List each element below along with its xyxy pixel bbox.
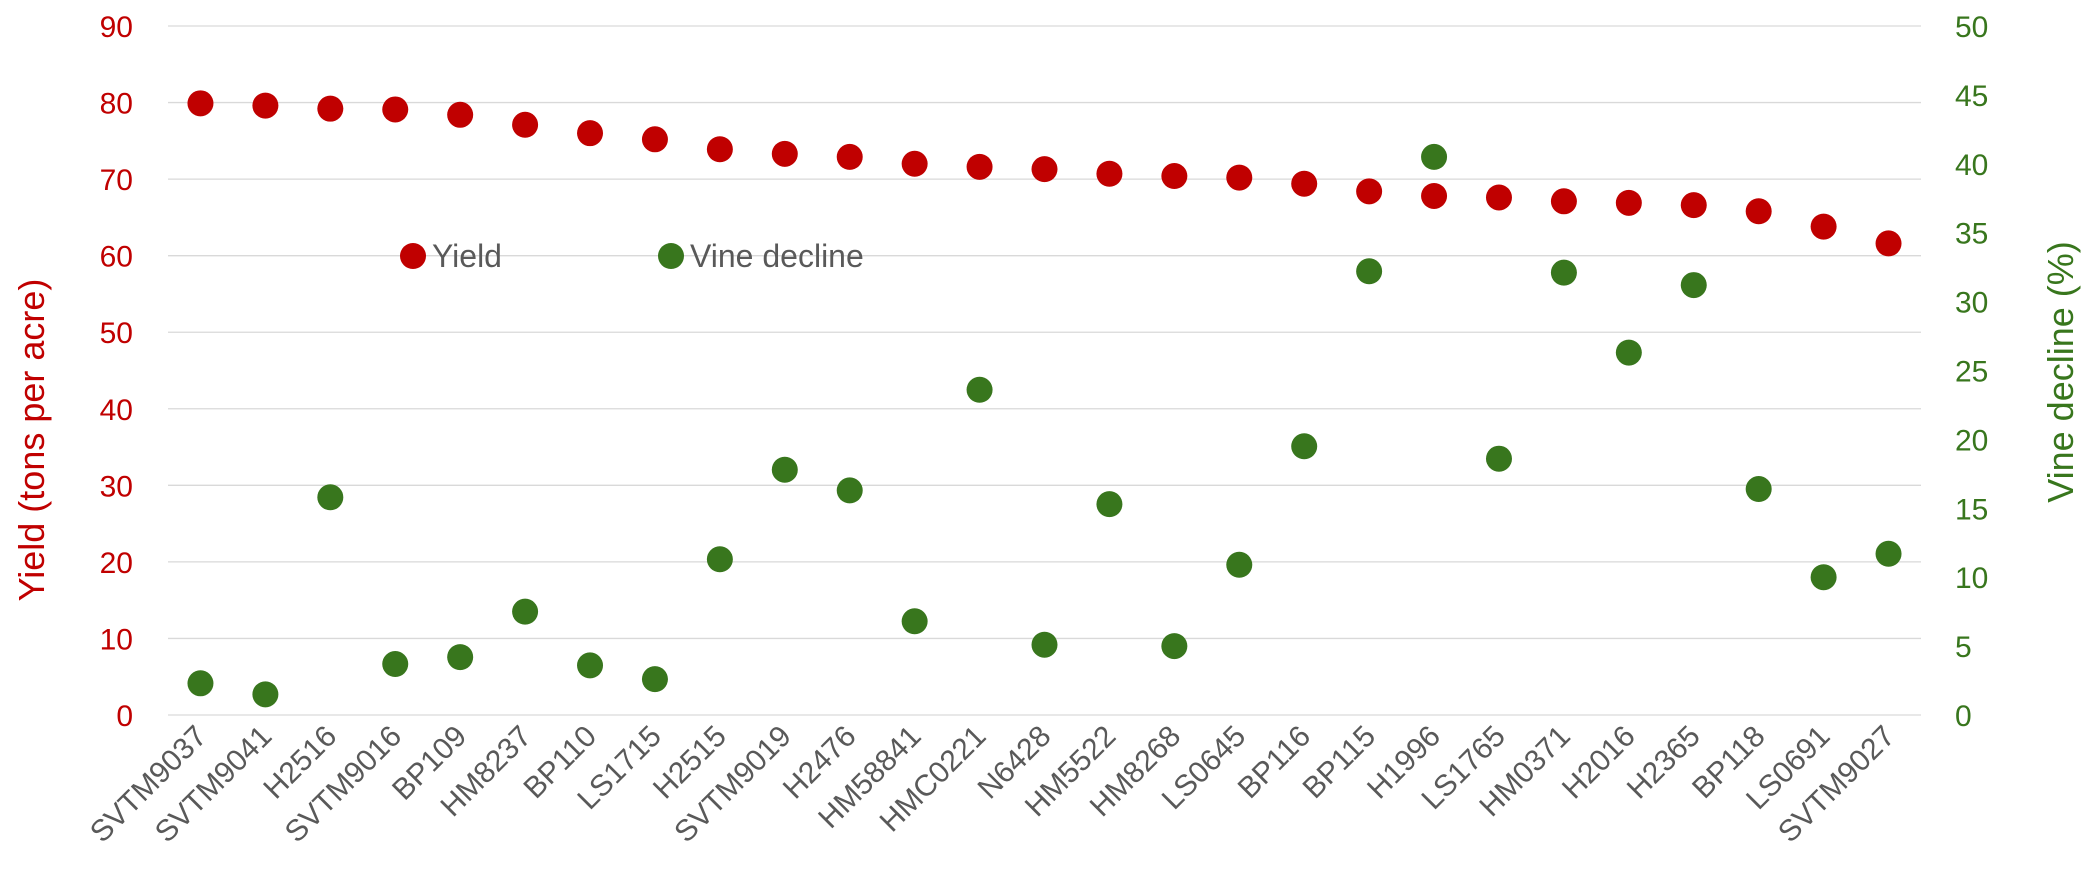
y-left-tick-label: 10 [100, 623, 133, 656]
yield-point [1291, 170, 1318, 197]
y-right-tick-label: 35 [1955, 218, 1988, 251]
vine-decline-point [966, 376, 993, 403]
vine-decline-point [1550, 259, 1577, 286]
y-axis-right-ticks: 0 5 10 15 20 25 30 35 40 45 50 [1955, 11, 1988, 733]
y-left-tick-label: 0 [116, 700, 133, 733]
vine-decline-point [836, 477, 863, 504]
y-left-tick-label: 80 [100, 88, 133, 121]
y-right-tick-label: 15 [1955, 493, 1988, 526]
yield-point [901, 150, 928, 177]
vine-decline-point [1096, 491, 1123, 518]
yield-point [1226, 164, 1253, 191]
y-axis-left-ticks: 0 10 20 30 40 50 60 70 80 90 [100, 11, 133, 733]
yield-point [641, 126, 668, 153]
legend: Yield Vine decline [400, 238, 864, 274]
yield-point [1745, 198, 1772, 225]
vine-decline-point [641, 666, 668, 693]
y-left-tick-label: 30 [100, 470, 133, 503]
gridlines [168, 25, 1921, 716]
y-axis-left-title: Yield (tons per acre) [11, 279, 52, 602]
yield-point [1810, 213, 1837, 240]
vine-decline-point [382, 651, 409, 678]
y-right-tick-label: 0 [1955, 700, 1972, 733]
vine-decline-point [1485, 445, 1512, 472]
vine-decline-point [771, 456, 798, 483]
yield-point [1356, 178, 1383, 205]
yield-point [836, 143, 863, 170]
legend-yield-label: Yield [432, 238, 502, 274]
y-right-tick-label: 5 [1955, 631, 1972, 664]
y-left-tick-label: 90 [100, 11, 133, 44]
yield-point [771, 140, 798, 167]
y-left-tick-label: 70 [100, 164, 133, 197]
vine-decline-point [1875, 540, 1902, 567]
vine-decline-point [1745, 476, 1772, 503]
yield-point [1485, 184, 1512, 211]
vine-decline-point [317, 484, 344, 511]
vine-decline-point [1356, 258, 1383, 285]
yield-point [447, 101, 474, 128]
yield-point [382, 96, 409, 123]
legend-vine-decline-label: Vine decline [690, 238, 864, 274]
x-tick-label: BP116 [1232, 720, 1317, 805]
y-right-tick-label: 10 [1955, 562, 1988, 595]
vine-decline-point [1291, 433, 1318, 460]
vine-decline-point [901, 608, 928, 635]
yield-point [187, 90, 214, 117]
vine-decline-point [577, 652, 604, 679]
y-left-tick-label: 20 [100, 547, 133, 580]
yield-point [966, 153, 993, 180]
vine-decline-point [1810, 564, 1837, 591]
vine-decline-point [512, 598, 539, 625]
vine-decline-point [1615, 339, 1642, 366]
yield-point [1096, 160, 1123, 187]
vine-decline-point [1680, 272, 1707, 299]
yield-point [1031, 156, 1058, 183]
vine-decline-point [252, 681, 279, 708]
y-left-tick-label: 40 [100, 394, 133, 427]
yield-point [1550, 188, 1577, 215]
x-axis-ticks: SVTM9037SVTM9041H2516SVTM9016BP109HM8237… [84, 720, 1902, 849]
vine-decline-point [706, 546, 733, 573]
vine-decline-point [187, 670, 214, 697]
vine-decline-point [1031, 631, 1058, 658]
yield-point [706, 136, 733, 163]
yield-point [317, 95, 344, 122]
yield-point [1680, 192, 1707, 219]
yield-point [1161, 163, 1188, 190]
y-right-tick-label: 20 [1955, 424, 1988, 457]
yield-point [1421, 182, 1448, 209]
yield-point [1615, 189, 1642, 216]
y-right-tick-label: 50 [1955, 11, 1988, 44]
data-points [187, 90, 1902, 708]
vine-decline-point [1421, 143, 1448, 170]
yield-point [1875, 230, 1902, 257]
yield-point [252, 92, 279, 119]
legend-vine-decline-marker [658, 243, 684, 269]
x-tick-label: H2365 [1621, 720, 1707, 806]
y-right-tick-label: 40 [1955, 149, 1988, 182]
y-right-tick-label: 25 [1955, 356, 1988, 389]
x-tick-label: H2016 [1556, 720, 1642, 806]
y-axis-right-title: Vine decline (%) [2040, 241, 2081, 502]
y-left-tick-label: 50 [100, 317, 133, 350]
y-right-tick-label: 30 [1955, 287, 1988, 320]
yield-point [512, 111, 539, 138]
vine-decline-point [1226, 551, 1253, 578]
legend-yield-marker [400, 243, 426, 269]
y-right-tick-label: 45 [1955, 80, 1988, 113]
y-left-tick-label: 60 [100, 241, 133, 274]
yield-point [577, 120, 604, 147]
x-tick-label: BP115 [1297, 720, 1382, 805]
vine-decline-point [447, 644, 474, 671]
vine-decline-point [1161, 633, 1188, 660]
